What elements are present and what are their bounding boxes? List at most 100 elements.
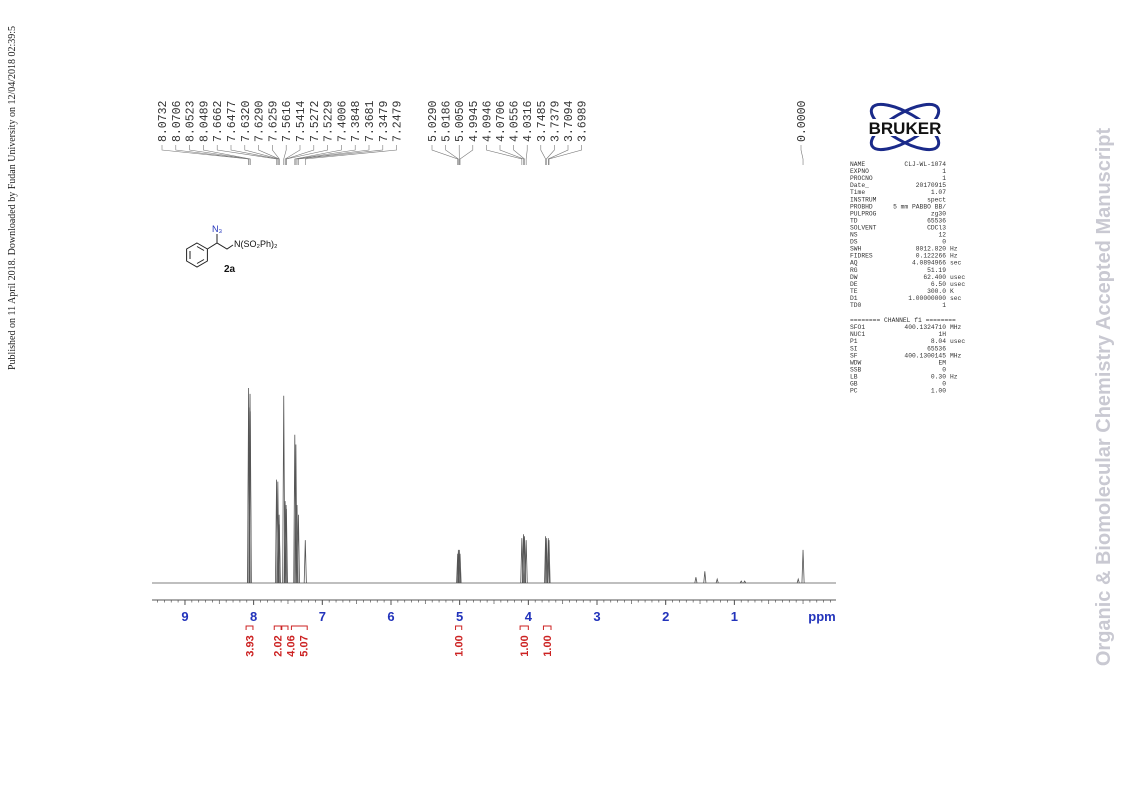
param-name: NS: [850, 232, 858, 239]
x-axis-label: ppm: [808, 609, 835, 624]
peak: [796, 577, 800, 584]
peak: [544, 536, 548, 584]
peak-leader: [459, 145, 474, 165]
peak-label: 7.5229: [323, 100, 336, 142]
integral-bracket: [542, 625, 552, 630]
peak-label: 7.3848: [350, 100, 363, 142]
peak-label: 7.5272: [309, 100, 322, 142]
peak-label: 3.7094: [563, 100, 576, 142]
param-value: 6.50: [931, 281, 946, 288]
x-tick-label: 2: [662, 609, 669, 624]
peak-leader: [296, 145, 370, 165]
param-value: 0.122266: [916, 253, 946, 260]
peak-label: 4.9945: [468, 100, 481, 142]
azide-label: N₃: [212, 224, 222, 234]
integral-label: 1.00: [542, 635, 554, 656]
param-unit: sec: [950, 260, 962, 267]
structure: [186, 234, 234, 268]
param-value: 400.1324710: [904, 324, 946, 331]
logo-text: BRUKER: [869, 119, 942, 138]
param-name: DW: [850, 274, 858, 281]
param-value: 4.0894966: [912, 260, 946, 267]
integral-label: 4.06: [286, 635, 298, 656]
param-name: TD0: [850, 302, 862, 309]
param-name: Date_: [850, 182, 869, 189]
param-name: LB: [850, 373, 858, 380]
peak-label: 7.3681: [364, 100, 377, 142]
param-name: WDW: [850, 359, 862, 366]
integral-bracket: [519, 625, 529, 630]
peak-label: 5.0186: [441, 100, 454, 142]
peak: [801, 549, 805, 584]
peak-label: 4.0316: [522, 100, 535, 142]
param-name: SI: [850, 345, 858, 352]
peak-label: 7.6662: [212, 100, 225, 142]
param-value: 1: [942, 168, 946, 175]
peak-leader: [304, 145, 397, 165]
x-tick-label: 7: [319, 609, 326, 624]
param-value: EM: [938, 359, 946, 366]
param-name: AQ: [850, 260, 858, 267]
peak: [284, 508, 288, 584]
peak-leader: [272, 145, 280, 165]
param-value: 300.0: [927, 288, 946, 295]
param-name: TD: [850, 217, 858, 224]
peak-leader: [499, 145, 524, 165]
peak: [703, 571, 707, 584]
bruker-logo: BRUKER: [848, 102, 962, 152]
param-unit: Hz: [950, 246, 958, 253]
param-value: 1H: [938, 331, 946, 338]
integral-bracket: [290, 625, 308, 630]
peak-label: 7.5414: [295, 100, 308, 142]
peak-label: 7.6320: [240, 100, 253, 142]
peak-label: 8.0706: [171, 100, 184, 142]
x-tick-label: 8: [250, 609, 257, 624]
param-name: FIDRES: [850, 253, 873, 260]
x-tick-label: 5: [456, 609, 463, 624]
param-value: 0: [942, 366, 946, 373]
peak: [277, 524, 281, 584]
peak-label: 7.4006: [336, 100, 349, 142]
param-value: 0: [942, 239, 946, 246]
param-name: NAME: [850, 161, 865, 168]
side-note: Published on 11 April 2018. Downloaded b…: [7, 26, 18, 370]
param-value: spect: [927, 196, 946, 203]
param-value: 65536: [927, 217, 946, 224]
param-name: PC: [850, 388, 858, 395]
peak-leader: [445, 145, 459, 165]
peak-label: 3.7485: [536, 100, 549, 142]
param-value: 12: [938, 232, 946, 239]
param-name: RG: [850, 267, 858, 274]
param-value: 400.1300145: [904, 352, 946, 359]
param-value: 0: [942, 381, 946, 388]
param-value: CLJ-WL-1074: [904, 161, 946, 168]
param-value: CDCl3: [927, 224, 946, 231]
channel-header: ======== CHANNEL f1 ========: [850, 317, 956, 324]
param-name: SOLVENT: [850, 224, 877, 231]
param-name: NUC1: [850, 331, 865, 338]
peak-leader: [230, 145, 279, 165]
peak-label: 7.6259: [267, 100, 280, 142]
param-name: DS: [850, 239, 858, 246]
peak: [739, 580, 743, 584]
param-name: PROCNO: [850, 175, 873, 182]
peak-leader: [513, 145, 525, 165]
param-value: 1.07: [931, 189, 946, 196]
peak: [524, 540, 528, 584]
param-unit: sec: [950, 295, 962, 302]
peak-label: 5.0290: [427, 100, 440, 142]
x-tick-label: 4: [525, 609, 533, 624]
param-unit: Hz: [950, 373, 958, 380]
peak-label: 7.3479: [378, 100, 391, 142]
peak-leader: [486, 145, 523, 165]
integral-bracket: [455, 625, 463, 630]
param-name: INSTRUM: [850, 196, 877, 203]
peak-label: 0.0000: [796, 100, 809, 142]
integral-label: 5.07: [299, 635, 311, 656]
peak-label: 8.0732: [157, 100, 170, 142]
peak: [743, 580, 747, 584]
param-name: PROBHD: [850, 203, 873, 210]
peak: [694, 577, 698, 584]
param-name: SFO1: [850, 324, 865, 331]
